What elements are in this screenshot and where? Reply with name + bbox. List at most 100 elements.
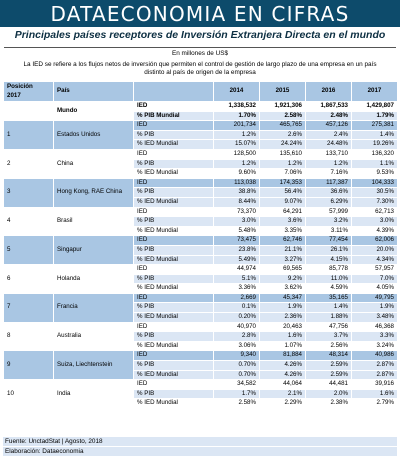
table-row: 8 Australia IED 40,970 20,463 47,756 46,368 [3,321,398,352]
value-cell: 3.3% [351,331,398,342]
value-cell: 4.26% [259,360,306,371]
metric-label: IED [133,206,214,218]
value-cell: 30.5% [351,187,398,198]
value-cell: 4.34% [351,254,398,266]
value-cell: 69,565 [259,264,306,275]
table-row: 3 Hong Kong, RAE China IED 113,038 174,353 11… [3,177,398,208]
value-cell: 9.07% [259,196,306,208]
value-cell: 1.2% [305,158,352,170]
table-row: 7 Francia IED 2,669 45,347 35,165 49,795 [3,292,398,323]
value-cell: 15.07% [213,139,260,150]
table-row: % IED Mundial 3.06% 1.07% 2.56% 3.24% [4,340,398,352]
value-cell: 46,368 [351,321,398,333]
value-cell: 3.7% [305,331,352,342]
position-cell: 5 [3,235,54,266]
value-cell: 117,387 [305,177,352,189]
value-cell: 3.36% [213,283,260,294]
source-footer: Fuente: UnctadStat | Agosto, 2018 [3,437,397,446]
world-label: Mundo [53,100,134,122]
header-year: 2017 [351,81,398,102]
value-cell: 62,006 [351,235,398,246]
position-cell: 8 [3,321,54,352]
table-row: % IED Mundial 8.44% 9.07% 6.29% 7.30% [4,196,398,208]
value-cell: 1.4% [351,129,398,141]
metric-label: % PIB [133,244,214,256]
definition-note-line-1: La IED se refiere a los flujos netos de … [23,61,377,68]
value-cell: 2.87% [351,369,398,381]
value-cell: 1.7% [213,388,260,400]
value-cell: 275,381 [351,120,398,131]
value-cell: 1.6% [259,331,306,342]
value-cell: 38.8% [213,187,260,198]
value-cell: 201,734 [213,120,260,131]
value-cell: 0.70% [213,369,260,381]
value-cell: 2.59% [305,369,352,381]
value-cell: 73,370 [213,206,260,218]
metric-label: % IED Mundial [133,369,214,381]
credit-footer: Elaboración: Dataeconomia [3,447,397,456]
value-cell: 24.24% [259,139,306,150]
value-cell: 7.30% [351,196,398,208]
table-row: % PIB 1.7% 2.1% 2.0% 1.6% [4,388,398,400]
table-row: % PIB 5.1% 9.2% 11.0% 7.0% [4,273,398,285]
value-cell: 57,999 [305,206,352,218]
value-cell: 0.20% [213,312,260,323]
value-cell: 56.4% [259,187,306,198]
metric-label: % PIB [133,388,214,400]
value-cell: 77,454 [305,235,352,246]
metric-label: IED [133,235,214,246]
table-row: % IED Mundial 5.48% 3.35% 3.11% 4.39% [4,225,398,237]
value-cell: 2.38% [305,398,352,409]
value-cell: 57,957 [351,264,398,275]
country-name: Australia [53,321,134,352]
world-value-cell: 2.48% [305,110,352,122]
metric-label: % IED Mundial [133,340,214,352]
value-cell: 11.0% [305,273,352,285]
table-row: 4 Brasil IED 73,370 64,291 57,999 62,713 [3,206,398,237]
table-row: 5 Singapur IED 73,475 62,746 77,454 62,006 [3,235,398,266]
value-cell: 2.29% [259,398,306,409]
metric-label: % PIB Mundial [133,110,214,122]
value-cell: 20,463 [259,321,306,333]
value-cell: 3.2% [305,216,352,227]
value-cell: 48,314 [305,350,352,362]
value-cell: 24.48% [305,139,352,150]
divider [4,47,396,48]
value-cell: 4.59% [305,283,352,294]
table-row: 9 Suiza, Liechtenstein IED 9,340 81,884 48,31… [3,350,398,381]
header-year: 2016 [305,81,352,102]
value-cell: 64,291 [259,206,306,218]
value-cell: 5.48% [213,225,260,237]
value-cell: 85,778 [305,264,352,275]
world-value-cell: 1.70% [213,110,260,122]
definition-note: La IED se refiere a los flujos netos de … [4,61,396,80]
value-cell: 45,347 [259,292,306,304]
value-cell: 6.29% [305,196,352,208]
country-name: India [53,379,134,409]
value-cell: 9.53% [351,168,398,179]
value-cell: 35,165 [305,292,352,304]
value-cell: 62,713 [351,206,398,218]
country-name: Estados Unidos [53,120,134,150]
value-cell: 1.07% [259,340,306,352]
world-row: Mundo IED 1,338,532 1,921,306 1,867,533 1,429… [3,100,398,122]
table-row: 10 India IED 34,582 44,064 44,481 39,916 [3,379,398,409]
table-row: 1 Estados Unidos IED 201,734 465,765 457,126 2… [3,120,398,150]
table-row: % IED Mundial 5.49% 3.27% 4.15% 4.34% [4,254,398,266]
value-cell: 3.11% [305,225,352,237]
value-cell: 2.1% [259,388,306,400]
metric-label: IED [133,148,214,160]
value-cell: 26.1% [305,244,352,256]
position-cell: 2 [3,148,54,179]
world-value-cell: 1.79% [351,110,398,122]
value-cell: 7.06% [259,168,306,179]
value-cell: 3.27% [259,254,306,266]
world-position-cell [3,100,54,122]
value-cell: 1.9% [351,302,398,314]
value-cell: 81,884 [259,350,306,362]
value-cell: 2.87% [351,360,398,371]
value-cell: 2,669 [213,292,260,304]
country-name: China [53,148,134,179]
value-cell: 2.59% [305,360,352,371]
country-name: Holanda [53,264,134,294]
